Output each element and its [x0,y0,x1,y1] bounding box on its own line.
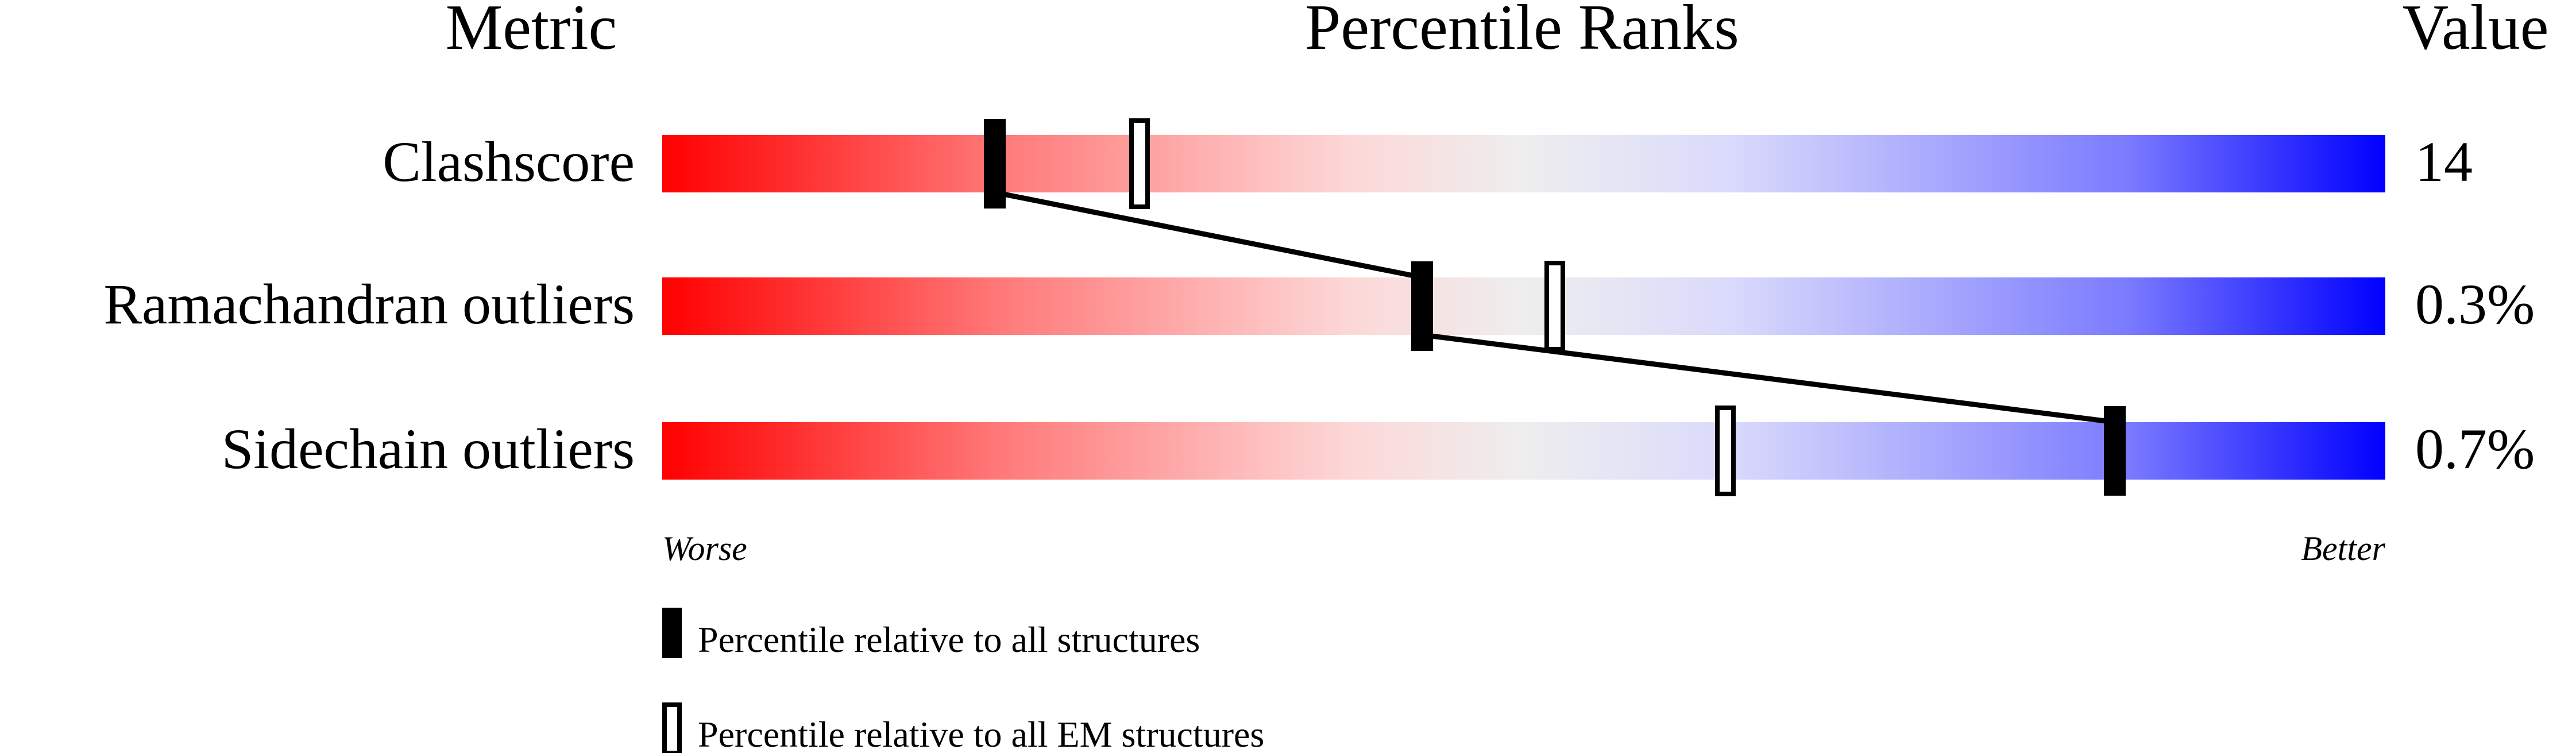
legend-label-em: Percentile relative to all EM structures [698,714,1264,753]
em-percentile-marker [1544,261,1565,352]
all-percentile-marker [1411,261,1433,351]
metric-label: Sidechain outliers [222,417,635,481]
legend-filled-marker-icon [662,608,682,658]
metric-value: 14 [2415,130,2473,194]
all-percentile-marker [984,119,1006,208]
metric-value: 0.7% [2415,417,2535,481]
header-value: Value [2402,0,2548,63]
legend-label-all: Percentile relative to all structures [698,619,1200,660]
percentile-bar [662,135,2385,192]
em-percentile-marker [1715,406,1736,496]
percentile-bar [662,277,2385,335]
axis-label-worse: Worse [662,530,747,567]
percentile-bar [662,422,2385,480]
legend-open-marker-icon [662,702,682,753]
chart-title: Percentile Ranks [1305,0,1739,63]
header-metric: Metric [446,0,617,63]
axis-label-better: Better [2301,530,2385,567]
metric-value: 0.3% [2415,272,2535,336]
metric-label: Clashscore [383,130,635,194]
em-percentile-marker [1129,118,1150,209]
all-percentile-marker [2104,406,2126,496]
metric-label: Ramachandran outliers [103,272,635,336]
